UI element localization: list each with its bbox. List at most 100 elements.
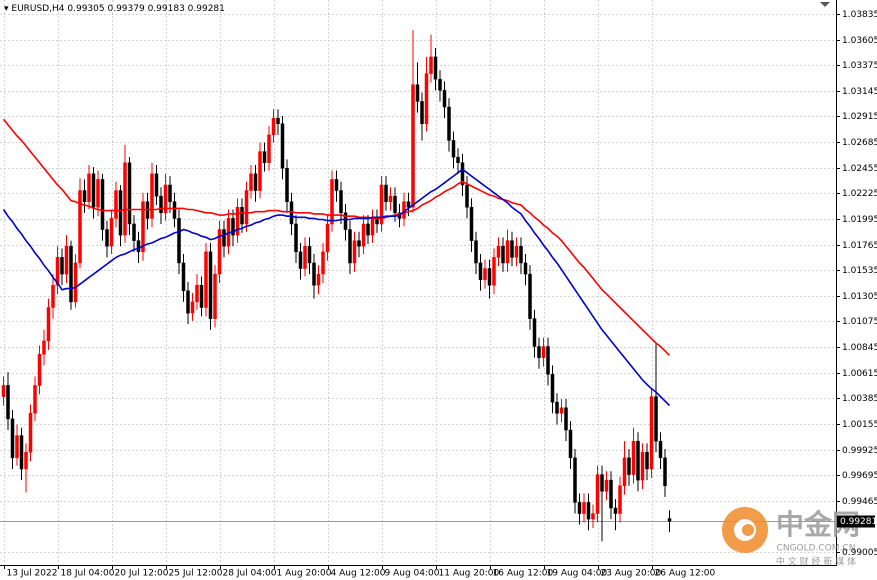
last-price-box — [837, 515, 875, 528]
y-tick-label: 1.03835 — [842, 10, 877, 20]
x-tick-label: 16 Aug 12:00 — [493, 569, 554, 579]
candle-body — [600, 474, 604, 492]
y-tick-label: 0.99005 — [842, 548, 877, 558]
grid — [0, 0, 836, 565]
candle-body — [204, 251, 208, 308]
candle-body — [114, 190, 118, 219]
candle-body — [663, 457, 667, 486]
last-open: 0.99305 — [67, 4, 104, 14]
candle-body — [46, 307, 51, 342]
y-tick-label: 1.01305 — [842, 292, 877, 302]
candle-body — [384, 184, 388, 202]
y-tick-label: 1.00845 — [842, 343, 877, 353]
candle-body — [465, 184, 469, 208]
watermark: 中金网 CNGOLD.COM.CN 中 文 财 经 新 媒 体 — [722, 507, 860, 568]
candle-body — [208, 251, 213, 319]
candle-body — [631, 440, 636, 475]
candle-body — [667, 518, 672, 522]
candle-body — [159, 195, 163, 214]
candle-body — [550, 374, 555, 403]
watermark-slogan: 中 文 财 经 新 媒 体 — [776, 556, 856, 568]
candle-body — [123, 162, 127, 236]
candle-body — [424, 73, 429, 124]
y-tick-label: 0.99695 — [842, 471, 877, 481]
x-tick-label: 11 Aug 20:00 — [439, 569, 500, 579]
candle-body — [339, 190, 343, 214]
candle-body — [411, 84, 415, 208]
candle-body — [573, 457, 577, 503]
y-tick-label: 1.03375 — [842, 61, 877, 71]
candle-body — [366, 223, 370, 236]
candle-body — [28, 413, 33, 453]
last-close: 0.99281 — [188, 4, 225, 14]
candle-body — [181, 262, 186, 292]
candle-body — [433, 56, 438, 80]
candle-body — [150, 173, 154, 219]
y-tick-label: 1.02915 — [842, 112, 877, 122]
candle-body — [51, 284, 55, 308]
candle-body — [96, 179, 100, 208]
candle-body — [316, 273, 321, 286]
candle-body — [361, 223, 366, 247]
candle-body — [6, 385, 10, 420]
candle-body — [438, 78, 442, 91]
candle-body — [321, 251, 325, 275]
y-tick-label: 1.02685 — [842, 138, 877, 148]
last-low: 0.99183 — [148, 4, 185, 14]
candle-body — [487, 268, 492, 286]
x-tick-label: 23 Aug 20:00 — [601, 569, 662, 579]
candle-body — [235, 207, 240, 236]
candle-body — [582, 502, 586, 514]
candle-body — [546, 346, 550, 375]
candle-body — [393, 195, 397, 214]
y-tick-label: 1.03145 — [842, 87, 877, 97]
candle-body — [451, 140, 456, 158]
candle-body — [199, 284, 204, 308]
candle-body — [24, 452, 28, 470]
candle-body — [474, 240, 478, 264]
candle-body — [217, 229, 222, 275]
candle-body — [577, 502, 582, 514]
candle-body — [460, 162, 465, 186]
candle-body — [55, 257, 60, 286]
candle-body — [267, 134, 271, 163]
candle-body — [636, 440, 640, 481]
candle-body — [172, 201, 177, 219]
candle-body — [132, 223, 136, 241]
candle-body — [276, 117, 280, 124]
y-tick-label: 1.01075 — [842, 317, 877, 327]
moving-average-line — [2, 168, 671, 407]
candle-body — [105, 229, 109, 247]
x-tick-label: 26 Aug 12:00 — [655, 569, 716, 579]
candle-body — [379, 184, 384, 225]
candle-body — [141, 201, 145, 253]
watermark-site: CNGOLD.COM.CN — [777, 544, 856, 554]
candle-body — [69, 245, 73, 303]
candle-body — [177, 218, 181, 264]
x-tick-label: 1 Aug 20:00 — [277, 569, 332, 579]
candle-body — [496, 245, 501, 258]
candle-body — [262, 151, 267, 163]
x-tick-label: 25 Jul 12:00 — [169, 569, 223, 579]
x-tick-label: 18 Jul 04:00 — [61, 569, 115, 579]
y-tick-label: 1.01995 — [842, 215, 877, 225]
y-tick-label: 1.01535 — [842, 266, 877, 276]
candle-body — [559, 407, 564, 414]
candle-body — [330, 179, 334, 225]
candle-body — [109, 218, 114, 247]
candle-body — [289, 201, 294, 225]
candle-body — [492, 257, 496, 286]
candle-body — [325, 223, 330, 253]
candle-body — [622, 457, 627, 486]
candle-body — [154, 173, 159, 197]
candle-body — [100, 179, 105, 230]
candle-body — [568, 429, 573, 459]
candle-body — [456, 156, 460, 163]
candle-body — [609, 479, 613, 509]
candle-body — [298, 251, 303, 269]
y-tick-label: 0.99465 — [842, 497, 877, 507]
candle-body — [136, 240, 141, 253]
y-tick-label: 1.00385 — [842, 394, 877, 404]
candle-body — [564, 407, 568, 431]
